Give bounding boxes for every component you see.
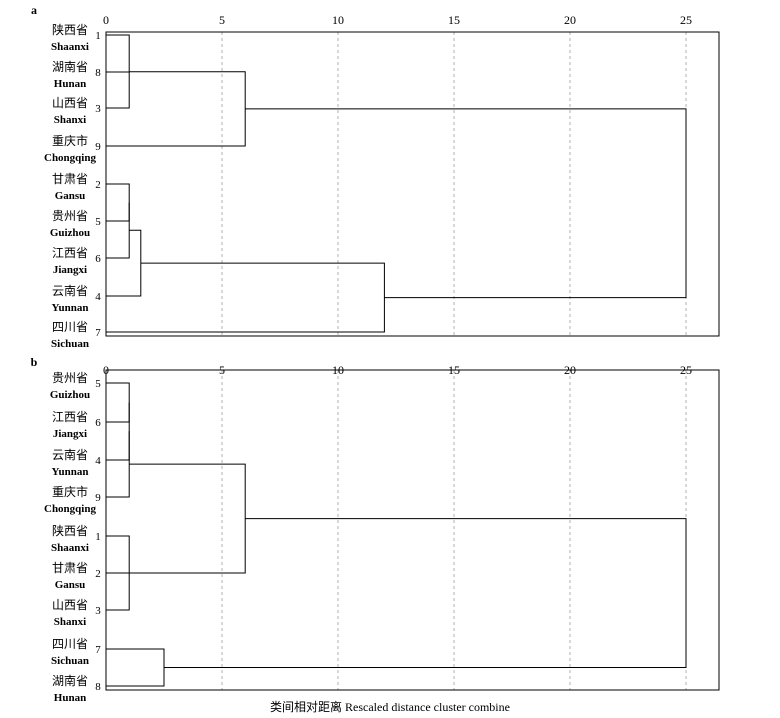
leaf-id: 4 [95, 455, 101, 467]
leaf-id: 1 [95, 30, 101, 42]
dendrogram-branch [106, 648, 165, 687]
leaf-id: 3 [95, 103, 101, 115]
leaf-id: 2 [95, 568, 101, 580]
dendrogram-branch [106, 262, 385, 333]
leaf-label-cn: 贵州省 [52, 371, 88, 385]
leaf-id: 7 [95, 644, 101, 656]
leaf-id: 2 [95, 179, 101, 191]
leaf-label-cn: 贵州省 [52, 209, 88, 223]
dendrogram-branch [106, 71, 246, 147]
leaf-label-cn: 四川省 [52, 320, 88, 334]
leaf-id: 7 [95, 327, 101, 339]
leaf-label-en: Shaanxi [51, 41, 89, 53]
dendrogram-branch [106, 402, 130, 461]
leaf-id: 4 [95, 291, 101, 303]
dendrogram-panel-b: b0 5 10 15 20 25贵州省Guizhou5江西省Jiangxi6云南省Yunn… [31, 355, 720, 704]
leaf-label-en: Guizhou [50, 227, 90, 239]
leaf-id: 8 [95, 67, 101, 79]
leaf-id: 9 [95, 492, 101, 504]
leaf-label-cn: 甘肃省 [52, 561, 88, 575]
leaf-label-en: Yunnan [52, 302, 89, 314]
leaf-label-cn: 湖南省 [52, 673, 88, 688]
x-tick-label: 25 [680, 13, 692, 27]
panel-label: a [31, 3, 37, 17]
leaf-label-en: Shanxi [54, 616, 86, 628]
leaf-label-en: Chongqing [44, 503, 96, 515]
leaf-id: 6 [95, 417, 101, 429]
leaf-id: 6 [95, 253, 101, 265]
leaf-label-cn: 江西省 [52, 246, 88, 260]
leaf-label-cn: 湖南省 [52, 59, 88, 74]
x-axis-title: 类间相对距离 Rescaled distance cluster combine [270, 700, 510, 714]
leaf-id: 8 [95, 681, 101, 693]
leaf-label-en: Hunan [54, 78, 86, 90]
x-tick-label: 15 [448, 13, 460, 27]
leaf-label-en: Shanxi [54, 114, 86, 126]
dendrogram-branch [106, 202, 130, 259]
leaf-label-cn: 山西省 [52, 598, 88, 612]
dendrogram-panel-a: a0 5 10 15 20 25陕西省Shaanxi1湖南省Hunan8山西省Shanxi… [31, 3, 720, 350]
leaf-label-cn: 江西省 [52, 410, 88, 424]
x-tick-label: 5 [219, 13, 225, 27]
x-tick-label: 0 [103, 13, 109, 27]
leaf-label-cn: 甘肃省 [52, 172, 88, 186]
leaf-label-cn: 山西省 [52, 96, 88, 110]
leaf-label-en: Jiangxi [53, 428, 87, 440]
leaf-label-cn: 云南省 [52, 447, 88, 462]
dendrogram-branch [106, 183, 130, 222]
x-tick-label: 10 [332, 13, 344, 27]
dendrogram-branch [106, 382, 130, 423]
plot-frame [105, 31, 720, 337]
leaf-label-en: Jiangxi [53, 264, 87, 276]
leaf-id: 5 [95, 378, 101, 390]
leaf-label-cn: 陕西省 [52, 22, 88, 37]
leaf-label-en: Guizhou [50, 389, 90, 401]
leaf-label-cn: 云南省 [52, 283, 88, 298]
dendrogram-branch [164, 518, 687, 668]
dendrogram-branch [106, 229, 142, 297]
plot-frame [105, 369, 720, 691]
panel-label: b [31, 355, 38, 369]
dendrogram-branch [106, 431, 130, 498]
leaf-id: 9 [95, 141, 101, 153]
leaf-label-en: Hunan [54, 692, 86, 704]
leaf-label-en: Shaanxi [51, 542, 89, 554]
leaf-label-en: Gansu [55, 579, 86, 591]
leaf-id: 5 [95, 216, 101, 228]
leaf-label-en: Sichuan [51, 338, 89, 350]
leaf-id: 3 [95, 605, 101, 617]
leaf-label-cn: 陕西省 [52, 523, 88, 538]
dendrogram-branch [245, 108, 687, 299]
dendrogram-branch [129, 463, 246, 574]
leaf-label-cn: 重庆市 [52, 133, 88, 148]
leaf-label-en: Gansu [55, 190, 86, 202]
leaf-label-en: Yunnan [52, 466, 89, 478]
leaf-id: 1 [95, 531, 101, 543]
x-tick-label: 20 [564, 13, 576, 27]
leaf-label-cn: 重庆市 [52, 484, 88, 499]
leaf-label-en: Sichuan [51, 655, 89, 667]
dendrogram-branch [106, 71, 130, 73]
leaf-label-cn: 四川省 [52, 637, 88, 651]
leaf-label-en: Chongqing [44, 152, 96, 164]
